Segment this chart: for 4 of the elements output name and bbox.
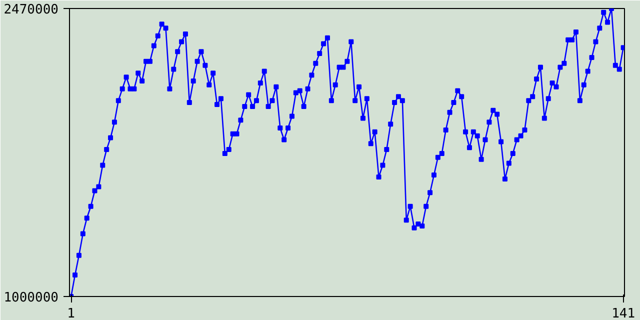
- y-tick-label: 1000000: [4, 290, 59, 306]
- x-tick-label: 1: [67, 306, 75, 320]
- y-tick-label: 2470000: [4, 2, 59, 18]
- x-tick-label: 141: [612, 306, 636, 320]
